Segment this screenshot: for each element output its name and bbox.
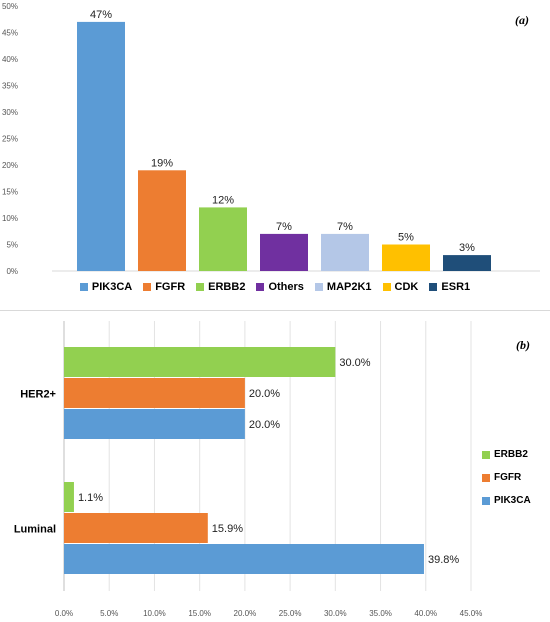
bar-chart-a: 0% 5% 10% 15% 20% 25% 30% 35% 40% 45% 50% 47% 19% 12%… xyxy=(2,2,540,276)
legend-swatch xyxy=(143,283,152,291)
bar-cdk xyxy=(382,244,430,271)
x-tick-label: 25.0% xyxy=(279,609,302,618)
legend-item-fgfr: FGFR xyxy=(482,472,531,483)
legend-label: Others xyxy=(268,281,304,293)
x-tick-label: 20.0% xyxy=(234,609,257,618)
data-label: 1.1% xyxy=(78,492,103,504)
y-tick-label: 40% xyxy=(2,55,18,64)
x-tick-label: 45.0% xyxy=(460,609,483,618)
bar-luminal-fgfr xyxy=(64,513,208,543)
panel-label-a: (a) xyxy=(515,13,529,27)
y-tick-label: 30% xyxy=(2,108,18,117)
y-tick-label: 35% xyxy=(2,82,18,91)
bar-pik3ca xyxy=(77,21,125,272)
y-tick-label: 20% xyxy=(2,161,18,170)
x-tick-label: 35.0% xyxy=(369,609,392,618)
bar-her2plus-pik3ca xyxy=(64,409,245,439)
y-tick-label: 15% xyxy=(2,188,18,197)
legend-item-map2k1: MAP2K1 xyxy=(314,281,372,293)
bar-luminal-erbb2 xyxy=(64,482,74,512)
x-tick-label: 15.0% xyxy=(188,609,211,618)
bar-esr1 xyxy=(443,255,491,271)
x-tick-label: 10.0% xyxy=(143,609,166,618)
legend-label: ERBB2 xyxy=(494,449,528,460)
data-label: 39.8% xyxy=(428,554,459,566)
category-label: Luminal xyxy=(14,524,56,536)
data-label: 7% xyxy=(337,221,353,233)
y-tick-label: 10% xyxy=(2,214,18,223)
legend-a: PIK3CA FGFR ERBB2 Others MAP2K1 CDK ESR1 xyxy=(0,281,550,293)
data-label: 12% xyxy=(212,194,234,206)
data-label: 47% xyxy=(90,9,112,21)
data-label: 3% xyxy=(459,242,475,254)
data-label: 7% xyxy=(276,221,292,233)
panel-b: 0.0% 5.0% 10.0% 15.0% 20.0% 25.0% 30.0% 35.0% 40… xyxy=(0,310,550,621)
legend-label: FGFR xyxy=(155,281,186,293)
x-tick-label: 40.0% xyxy=(414,609,437,618)
bar-chart-b: 0.0% 5.0% 10.0% 15.0% 20.0% 25.0% 30.0% 35.0% 40… xyxy=(14,321,483,618)
data-label: 30.0% xyxy=(339,357,370,369)
panel-a: 0% 5% 10% 15% 20% 25% 30% 35% 40% 45% 50% 47% 19% 12%… xyxy=(0,0,550,310)
legend-label: PIK3CA xyxy=(91,281,133,293)
data-label: 15.9% xyxy=(212,523,243,535)
data-label: 5% xyxy=(398,232,414,244)
data-label: 20.0% xyxy=(249,419,280,431)
legend-swatch xyxy=(429,283,438,291)
category-label: HER2+ xyxy=(20,389,56,401)
legend-swatch xyxy=(314,283,323,291)
y-tick-label: 45% xyxy=(2,29,18,38)
y-tick-label: 0% xyxy=(6,267,18,276)
legend-item-pik3ca: PIK3CA xyxy=(482,495,531,506)
legend-b: ERBB2 FGFR PIK3CA xyxy=(482,449,531,506)
legend-swatch xyxy=(482,450,490,459)
x-tick-label: 0.0% xyxy=(55,609,73,618)
legend-item-pik3ca: PIK3CA xyxy=(79,281,133,293)
bar-luminal-pik3ca xyxy=(64,544,424,574)
x-tick-label: 30.0% xyxy=(324,609,347,618)
legend-label: ERBB2 xyxy=(208,281,246,293)
legend-label: FGFR xyxy=(494,472,522,483)
legend-item-esr1: ESR1 xyxy=(429,281,470,293)
data-label: 20.0% xyxy=(249,388,280,400)
legend-swatch xyxy=(482,473,490,482)
legend-label: ESR1 xyxy=(441,281,471,293)
legend-label: PIK3CA xyxy=(494,495,531,506)
panel-label-b: (b) xyxy=(516,338,530,352)
legend-swatch xyxy=(482,496,490,505)
bar-others xyxy=(260,233,308,271)
legend-item-fgfr: FGFR xyxy=(143,281,185,293)
bar-fgfr xyxy=(138,170,186,271)
legend-item-erbb2: ERBB2 xyxy=(482,449,531,460)
bar-map2k1 xyxy=(321,233,369,271)
legend-item-erbb2: ERBB2 xyxy=(196,281,245,293)
data-label: 19% xyxy=(151,157,173,169)
y-tick-label: 25% xyxy=(2,135,18,144)
legend-swatch xyxy=(382,283,391,291)
legend-item-others: Others xyxy=(256,281,304,293)
legend-label: CDK xyxy=(394,281,419,293)
y-tick-label: 50% xyxy=(2,2,18,11)
bar-her2plus-fgfr xyxy=(64,378,245,408)
bar-erbb2 xyxy=(199,207,247,271)
legend-swatch xyxy=(79,283,88,291)
legend-swatch xyxy=(196,283,205,291)
x-tick-label: 5.0% xyxy=(100,609,118,618)
legend-label: MAP2K1 xyxy=(326,281,372,293)
y-tick-label: 5% xyxy=(6,241,18,250)
legend-item-cdk: CDK xyxy=(382,281,419,293)
legend-swatch xyxy=(256,283,265,291)
bar-her2plus-erbb2 xyxy=(64,347,336,377)
